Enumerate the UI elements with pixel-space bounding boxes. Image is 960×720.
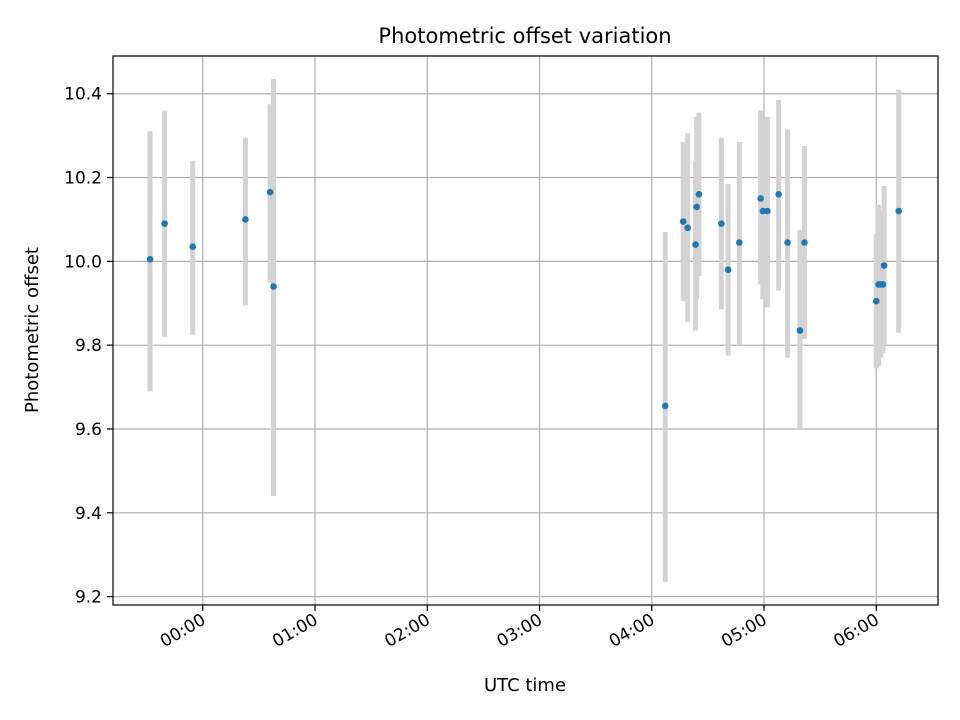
data-point <box>242 216 249 223</box>
data-point <box>189 243 196 250</box>
data-point <box>801 239 808 246</box>
data-point <box>879 281 887 288</box>
grid-lines <box>113 56 938 605</box>
chart-title: Photometric offset variation <box>378 24 671 48</box>
data-point <box>161 220 168 227</box>
data-point <box>757 195 764 202</box>
x-axis-label: UTC time <box>484 675 566 696</box>
data-point <box>724 266 732 274</box>
data-point <box>784 239 791 246</box>
data-point <box>764 207 771 215</box>
x-tick-label: 05:00 <box>718 610 770 652</box>
data-point <box>695 190 703 198</box>
data-point <box>736 239 743 246</box>
plot-frame <box>112 55 939 606</box>
x-tick-label: 02:00 <box>381 610 433 652</box>
x-tick-label: 00:00 <box>157 610 209 652</box>
data-point <box>266 188 274 196</box>
y-tick-label: 9.8 <box>75 336 102 356</box>
data-point <box>796 327 804 334</box>
data-point <box>270 283 277 290</box>
data-point <box>146 255 154 263</box>
data-point <box>880 262 888 269</box>
y-tick-label: 9.6 <box>75 420 102 440</box>
y-tick-label: 9.2 <box>75 588 102 608</box>
x-tick-label: 01:00 <box>269 610 321 652</box>
y-tick-label: 9.4 <box>75 504 102 524</box>
data-points <box>146 188 903 410</box>
x-tick-label: 06:00 <box>830 610 882 652</box>
y-tick-label: 10.4 <box>64 85 102 105</box>
x-tick-label: 03:00 <box>494 610 546 652</box>
data-point <box>718 220 725 227</box>
data-point <box>679 218 687 225</box>
y-axis-label: Photometric offset <box>22 247 43 413</box>
data-point <box>895 207 903 215</box>
data-point <box>775 190 782 198</box>
data-point <box>692 241 699 248</box>
data-point <box>684 224 691 232</box>
data-point <box>693 203 700 211</box>
y-tick-label: 10.0 <box>64 252 102 272</box>
x-tick-label: 04:00 <box>606 610 658 652</box>
data-point <box>661 402 669 410</box>
y-tick-label: 10.2 <box>64 169 102 189</box>
data-point <box>872 297 880 305</box>
error-bars <box>147 79 902 582</box>
